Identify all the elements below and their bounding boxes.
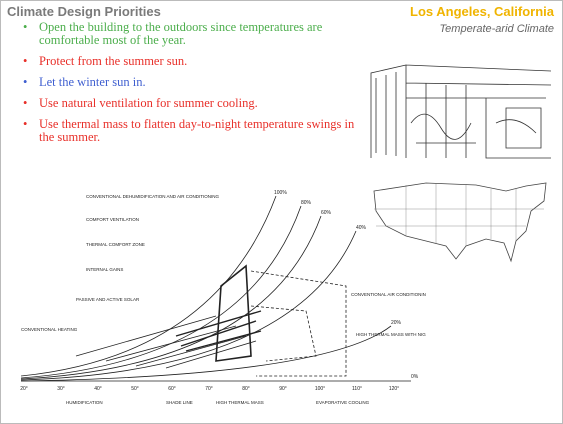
bullet-text: Use thermal mass to flatten day-to-night… — [39, 117, 355, 144]
bullet: • Let the winter sun in. — [23, 76, 368, 89]
temp-label: 80° — [242, 386, 250, 392]
bullet: • Open the building to the outdoors since… — [23, 21, 368, 47]
bullet: • Protect from the summer sun. — [23, 55, 368, 68]
title: Climate Design Priorities — [7, 4, 161, 19]
temp-label: 60° — [168, 386, 176, 392]
diagram-label: THERMAL COMFORT ZONE — [86, 242, 145, 247]
temp-label: 20° — [20, 386, 28, 392]
bullet-text: Open the building to the outdoors since … — [39, 20, 323, 47]
us-map — [373, 182, 547, 263]
bullet-dot: • — [23, 96, 28, 110]
bullet-text: Protect from the summer sun. — [39, 54, 188, 68]
diagram-label: PASSIVE AND ACTIVE SOLAR — [76, 297, 140, 302]
temp-label: 50° — [131, 386, 139, 392]
humidity-label: 40% — [356, 225, 367, 231]
temp-label: 90° — [279, 386, 287, 392]
temp-label: 100° — [315, 386, 325, 392]
temp-label: 30° — [57, 386, 65, 392]
diagram-label: HUMIDIFICATION — [66, 400, 103, 405]
bullet-dot: • — [23, 20, 28, 34]
diagram-label: SHADE LINE — [166, 400, 193, 405]
diagram-label: COMFORT VENTILATION — [86, 217, 139, 222]
diagram-label: HIGH THERMAL MASS — [216, 400, 264, 405]
climate: Temperate-arid Climate — [439, 23, 554, 35]
bullet-text: Let the winter sun in. — [39, 75, 146, 89]
building-sketch — [366, 63, 556, 163]
psychrometric-chart: CONVENTIONAL DEHUMIDIFICATION AND AIR CO… — [20, 190, 426, 405]
temp-label: 120° — [389, 386, 399, 392]
humidity-label: 80% — [301, 200, 312, 206]
bullet-dot: • — [23, 117, 28, 131]
temp-label: 110° — [352, 386, 362, 392]
temp-label: 70° — [205, 386, 213, 392]
temp-label: 40° — [94, 386, 102, 392]
diagram-label: CONVENTIONAL DEHUMIDIFICATION AND AIR CO… — [86, 194, 220, 199]
diagram-label: CONVENTIONAL AIR CONDITIONING — [351, 292, 426, 297]
humidity-label: 100% — [274, 190, 287, 196]
diagram-label: HIGH THERMAL MASS WITH NIGHT VENTILATION… — [356, 332, 426, 337]
humidity-label: 60% — [321, 210, 332, 216]
bullet-list: • Open the building to the outdoors since… — [23, 21, 368, 152]
bullet-text: Use natural ventilation for summer cooli… — [39, 96, 258, 110]
bullet: • Use thermal mass to flatten day-to-nigh… — [23, 118, 368, 144]
diagram-label: INTERNAL GAINS — [86, 267, 123, 272]
bullet-dot: • — [23, 54, 28, 68]
humidity-label: 0% — [411, 374, 419, 380]
location: Los Angeles, California — [410, 4, 554, 19]
diagram-label: EVAPORATIVE COOLING — [316, 400, 370, 405]
bullet: • Use natural ventilation for summer cool… — [23, 97, 368, 110]
diagram-label: CONVENTIONAL HEATING — [21, 327, 78, 332]
humidity-label: 20% — [391, 320, 402, 326]
bullet-dot: • — [23, 75, 28, 89]
